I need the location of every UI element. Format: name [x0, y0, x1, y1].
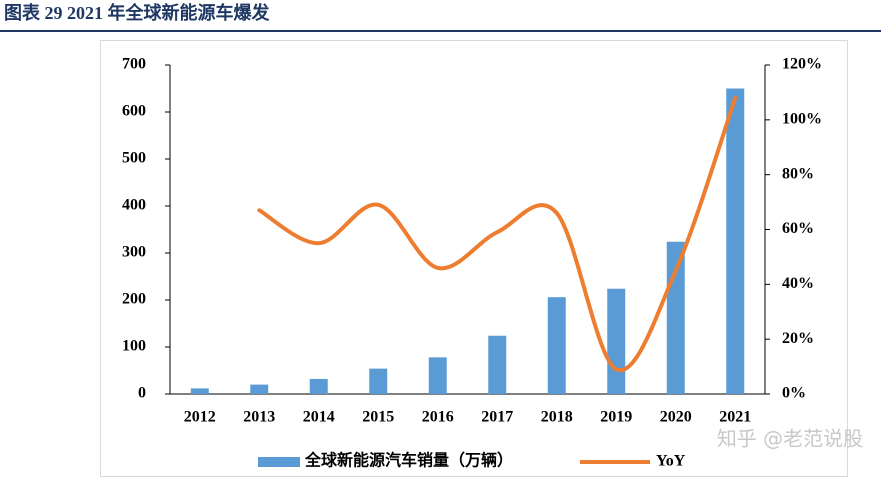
y-tick-label: 200 — [122, 291, 146, 308]
x-tick-label: 2012 — [184, 409, 216, 426]
bar — [369, 368, 388, 394]
legend-label: YoY — [656, 453, 686, 470]
bar — [428, 357, 447, 394]
y2-tick-label: 120% — [782, 56, 822, 73]
x-tick-label: 2021 — [719, 409, 751, 426]
bar — [607, 288, 626, 394]
y2-tick-label: 0% — [782, 385, 806, 402]
y-tick-label: 100 — [122, 338, 146, 355]
y-tick-label: 0 — [138, 385, 146, 402]
bar — [488, 335, 507, 394]
line — [257, 95, 738, 373]
x-tick-label: 2017 — [481, 409, 513, 426]
figure-title: 图表 29 2021 年全球新能源车爆发 — [4, 2, 270, 23]
y-tick-label: 700 — [122, 56, 146, 73]
x-tick-label: 2019 — [600, 409, 632, 426]
x-tick-label: 2015 — [362, 409, 394, 426]
legend-swatch — [258, 457, 300, 467]
x-tick-label: 2013 — [243, 409, 275, 426]
y-tick-label: 300 — [122, 244, 146, 261]
y2-tick-label: 80% — [782, 165, 814, 182]
x-tick-label: 2018 — [541, 409, 573, 426]
x-tick-label: 2020 — [660, 409, 692, 426]
legend-label: 全球新能源汽车销量（万辆） — [304, 451, 513, 470]
watermark: 知乎 @老范说股 — [717, 427, 863, 451]
y2-tick-label: 20% — [782, 330, 814, 347]
y2-tick-label: 40% — [782, 275, 814, 292]
bar — [309, 378, 328, 394]
bar — [666, 241, 685, 394]
bar — [190, 388, 209, 394]
bar — [250, 384, 269, 394]
y2-tick-label: 100% — [782, 111, 822, 128]
y2-tick-label: 60% — [782, 220, 814, 237]
y-tick-label: 400 — [122, 197, 146, 214]
x-tick-label: 2016 — [422, 409, 454, 426]
bar — [726, 88, 745, 394]
bar — [547, 297, 566, 394]
y-tick-label: 500 — [122, 150, 146, 167]
y-tick-label: 600 — [122, 103, 146, 120]
x-tick-label: 2014 — [303, 409, 335, 426]
